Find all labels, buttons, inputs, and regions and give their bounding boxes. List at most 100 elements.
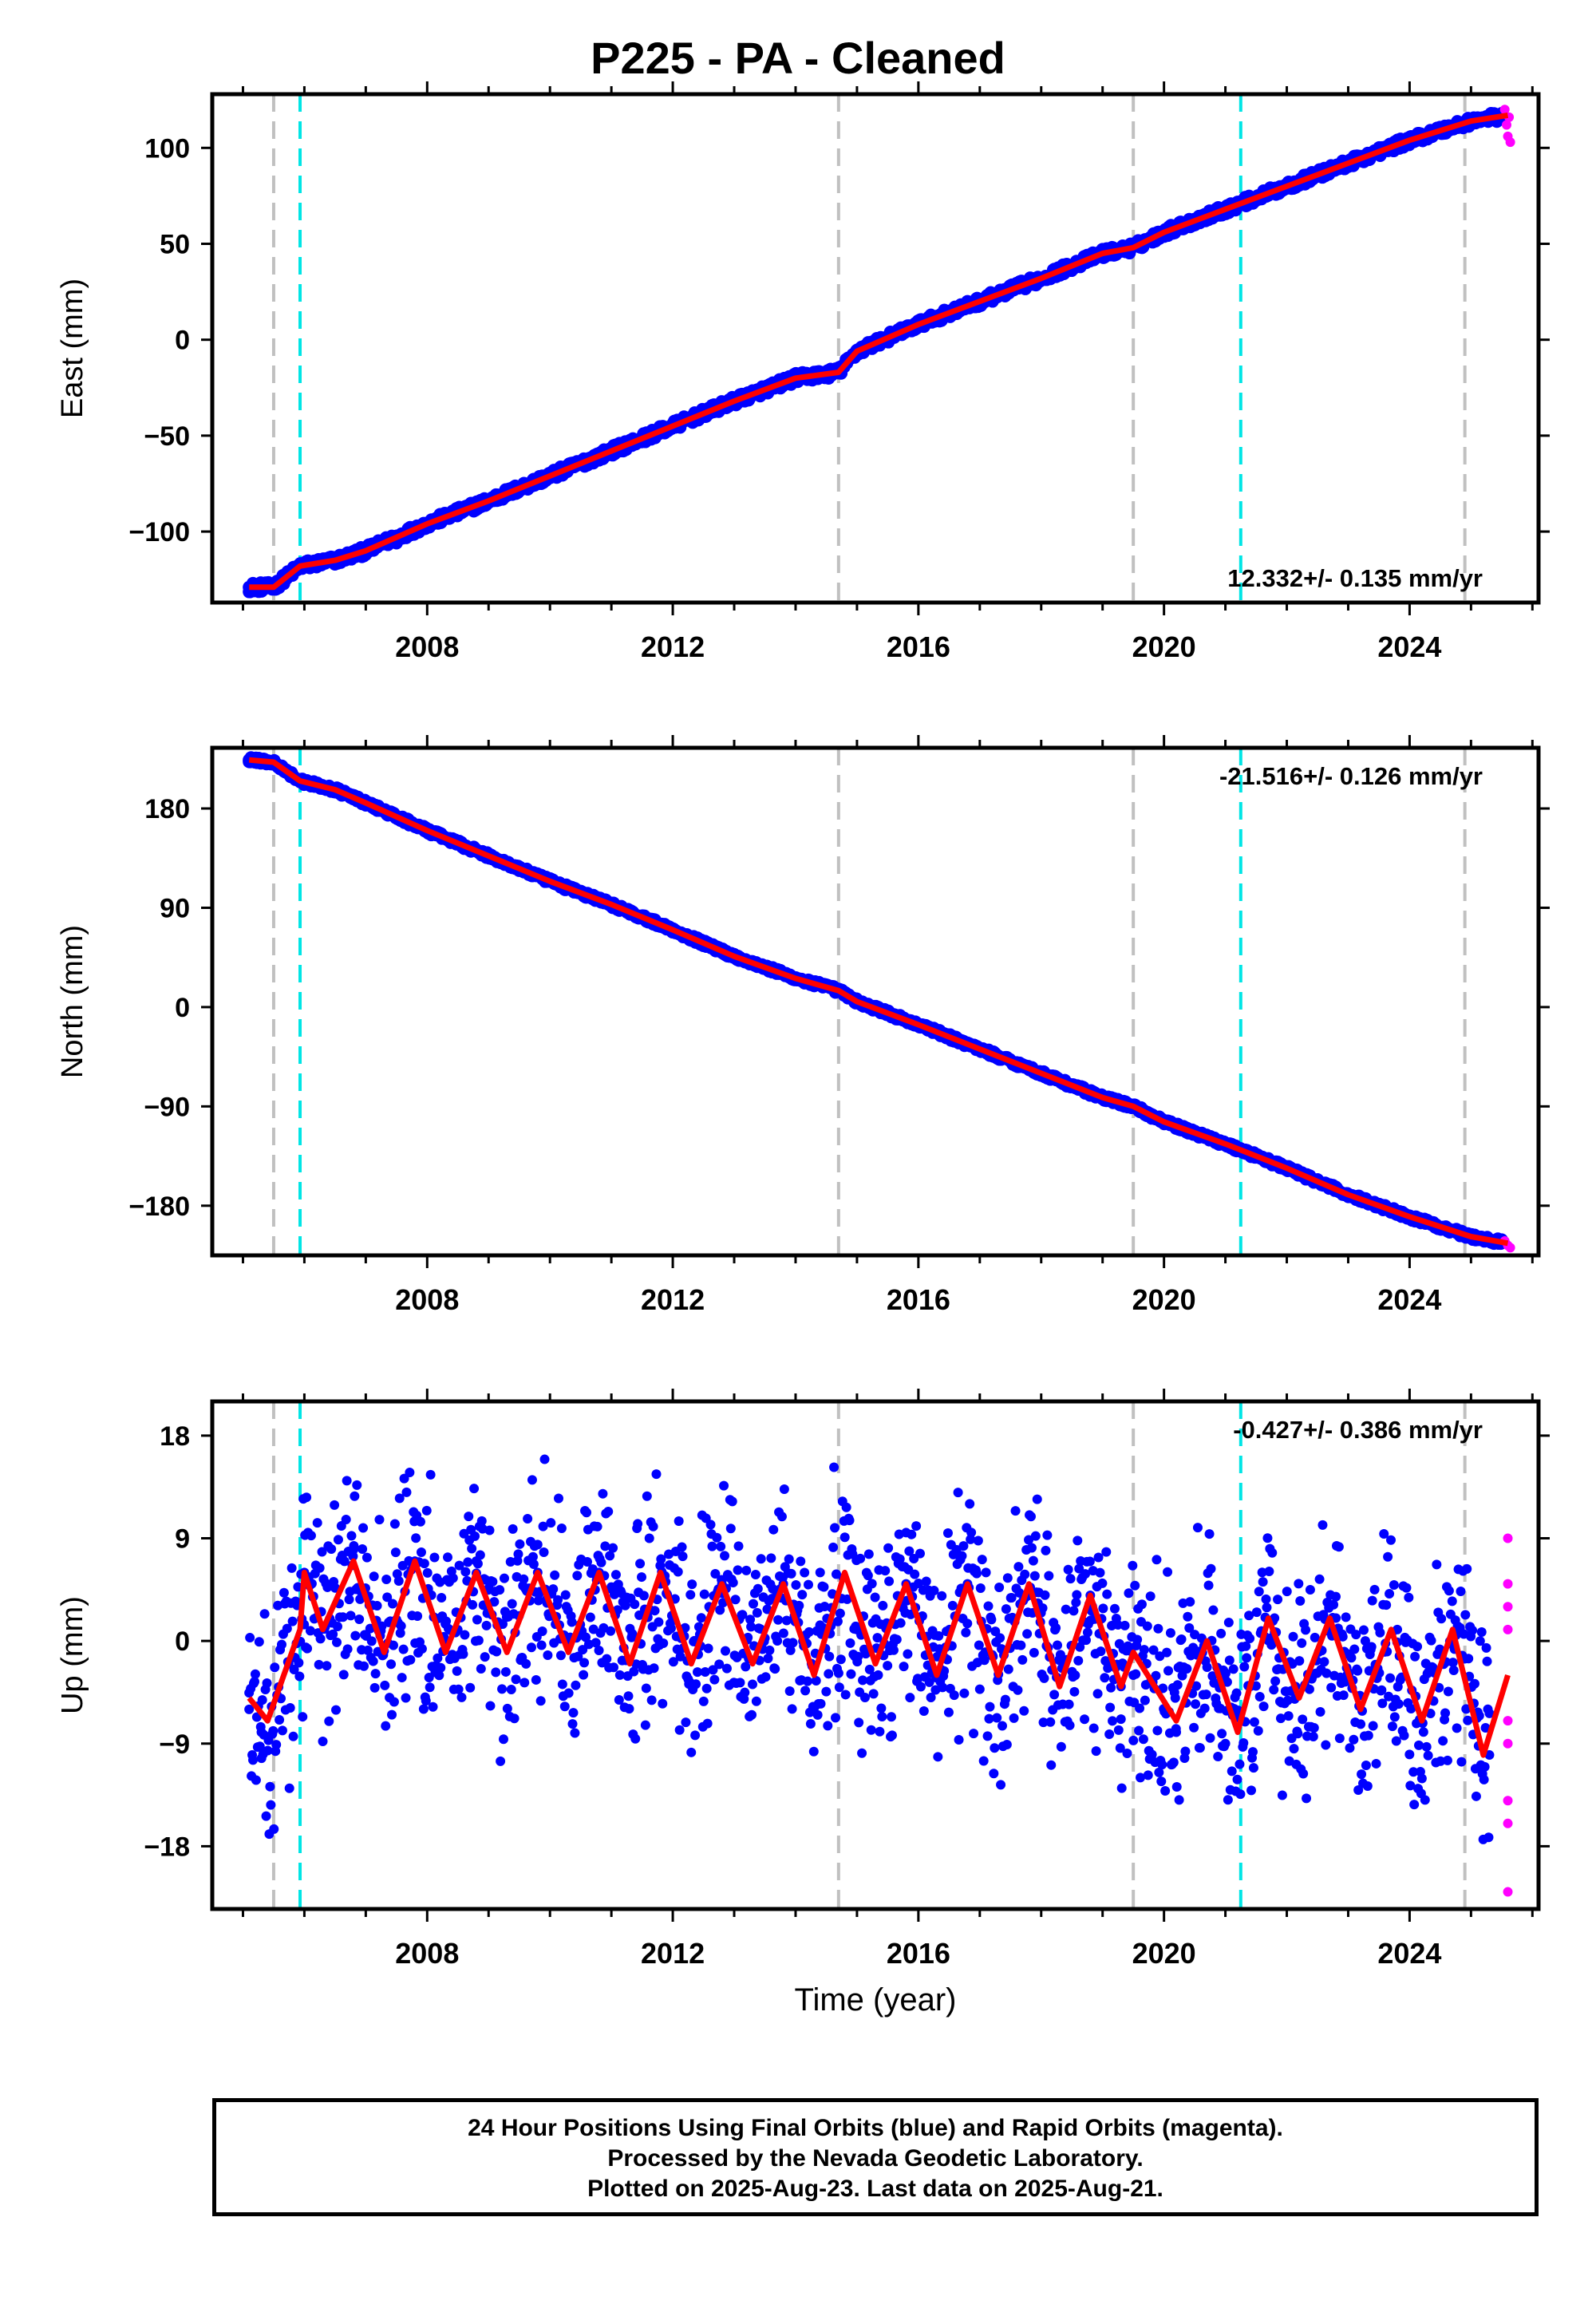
- up-final-orbit-point: [1242, 1653, 1252, 1663]
- up-final-orbit-point: [1080, 1635, 1091, 1646]
- up-final-orbit-point: [553, 1595, 563, 1605]
- up-final-orbit-point: [262, 1678, 272, 1689]
- up-final-orbit-point: [488, 1576, 498, 1587]
- up-final-orbit-point: [1356, 1719, 1366, 1729]
- up-final-orbit-point: [338, 1670, 349, 1680]
- up-final-orbit-point: [858, 1675, 868, 1686]
- up-final-orbit-point: [1205, 1733, 1215, 1743]
- up-final-orbit-point: [1201, 1690, 1211, 1700]
- up-final-orbit-point: [571, 1680, 581, 1690]
- up-final-orbit-point: [359, 1661, 369, 1671]
- up-final-orbit-point: [1032, 1494, 1042, 1504]
- up-final-orbit-point: [1082, 1627, 1092, 1638]
- up-final-orbit-point: [800, 1567, 810, 1578]
- up-final-orbit-point: [1475, 1636, 1485, 1646]
- up-final-orbit-point: [372, 1601, 382, 1611]
- east-xtick-label: 2008: [395, 630, 459, 663]
- up-final-orbit-point: [1152, 1725, 1163, 1736]
- up-final-orbit-point: [1183, 1611, 1193, 1622]
- up-final-orbit-point: [614, 1695, 624, 1705]
- up-final-orbit-point: [756, 1554, 766, 1564]
- up-final-orbit-point: [1267, 1547, 1278, 1558]
- up-final-orbit-point: [1013, 1562, 1024, 1572]
- up-final-orbit-point: [1191, 1681, 1202, 1691]
- up-final-orbit-point: [834, 1682, 844, 1693]
- up-final-orbit-point: [1412, 1642, 1423, 1652]
- up-final-orbit-point: [298, 1712, 308, 1722]
- up-final-orbit-key-point: [471, 1556, 481, 1567]
- up-final-orbit-point: [1098, 1603, 1108, 1614]
- up-final-orbit-point: [819, 1582, 829, 1592]
- up-final-orbit-point: [746, 1622, 757, 1632]
- up-final-orbit-point: [276, 1639, 286, 1650]
- up-final-orbit-point: [1073, 1535, 1083, 1546]
- up-final-orbit-point: [1170, 1693, 1180, 1703]
- up-final-orbit-point: [1165, 1628, 1175, 1638]
- up-final-orbit-key-point: [1453, 1624, 1464, 1634]
- up-final-orbit-point: [627, 1629, 638, 1639]
- up-final-orbit-point: [332, 1621, 342, 1631]
- up-final-orbit-point: [361, 1552, 372, 1563]
- up-final-orbit-point: [1266, 1640, 1277, 1650]
- up-final-orbit-point: [394, 1493, 405, 1504]
- up-final-orbit-point: [1065, 1720, 1075, 1730]
- up-final-orbit-point: [1464, 1654, 1474, 1664]
- up-final-orbit-point: [333, 1535, 343, 1545]
- up-final-orbit-point: [523, 1514, 533, 1524]
- up-final-orbit-point: [796, 1556, 806, 1567]
- up-final-orbit-point: [824, 1651, 835, 1662]
- up-final-orbit-point: [585, 1612, 595, 1622]
- up-final-orbit-point: [1189, 1722, 1199, 1733]
- up-final-orbit-point: [1069, 1606, 1079, 1616]
- up-rapid-orbit-point: [1503, 1533, 1513, 1543]
- up-final-orbit-point: [1369, 1584, 1380, 1595]
- up-final-orbit-point: [1353, 1784, 1364, 1795]
- up-final-orbit-point: [748, 1599, 758, 1609]
- up-final-orbit-point: [640, 1720, 650, 1730]
- up-final-orbit-point: [362, 1645, 373, 1655]
- up-final-orbit-point: [314, 1659, 324, 1670]
- up-final-orbit-point: [1385, 1588, 1395, 1599]
- up-final-orbit-point: [1443, 1686, 1453, 1697]
- up-final-orbit-point: [515, 1539, 525, 1549]
- up-final-orbit-point: [496, 1756, 506, 1766]
- up-final-orbit-point: [905, 1693, 915, 1703]
- x-axis-label: Time (year): [795, 1982, 957, 2018]
- up-final-orbit-point: [872, 1633, 883, 1643]
- up-final-orbit-point: [805, 1719, 816, 1729]
- up-final-orbit-point: [779, 1484, 789, 1494]
- up-final-orbit-point: [1404, 1749, 1415, 1760]
- up-final-orbit-point: [1195, 1743, 1205, 1753]
- north-ytick-label: 90: [160, 893, 190, 923]
- up-final-orbit-point: [602, 1654, 612, 1664]
- up-final-orbit-point: [1288, 1631, 1298, 1642]
- up-final-orbit-point: [1145, 1591, 1156, 1602]
- up-final-orbit-point: [1261, 1594, 1271, 1604]
- up-final-orbit-point: [816, 1698, 826, 1709]
- up-final-orbit-point: [1010, 1506, 1021, 1516]
- up-final-orbit-point: [1389, 1712, 1400, 1722]
- up-final-orbit-point: [1070, 1670, 1080, 1681]
- up-final-orbit-point: [377, 1621, 387, 1631]
- up-final-orbit-point: [1254, 1692, 1265, 1702]
- north-ytick-label: −90: [144, 1092, 190, 1122]
- up-final-orbit-point: [853, 1651, 863, 1662]
- up-final-orbit-point: [1174, 1795, 1184, 1805]
- up-final-orbit-point: [1297, 1638, 1307, 1648]
- up-final-orbit-point: [784, 1686, 795, 1696]
- up-rapid-orbit-point: [1503, 1738, 1513, 1749]
- up-final-orbit-point: [397, 1673, 407, 1683]
- up-final-orbit-point: [1140, 1695, 1150, 1705]
- up-final-orbit-point: [1113, 1725, 1124, 1735]
- up-final-orbit-point: [294, 1671, 305, 1682]
- up-final-orbit-point: [1404, 1592, 1414, 1603]
- up-final-orbit-point: [1105, 1702, 1116, 1713]
- up-final-orbit-point: [1092, 1689, 1103, 1699]
- up-final-orbit-point: [568, 1708, 579, 1718]
- up-final-orbit-point: [1163, 1567, 1173, 1577]
- up-final-orbit-point: [1231, 1688, 1242, 1698]
- up-final-orbit-point: [877, 1711, 887, 1721]
- up-final-orbit-point: [460, 1630, 470, 1640]
- up-final-orbit-point: [974, 1640, 984, 1650]
- up-final-orbit-point: [381, 1721, 391, 1731]
